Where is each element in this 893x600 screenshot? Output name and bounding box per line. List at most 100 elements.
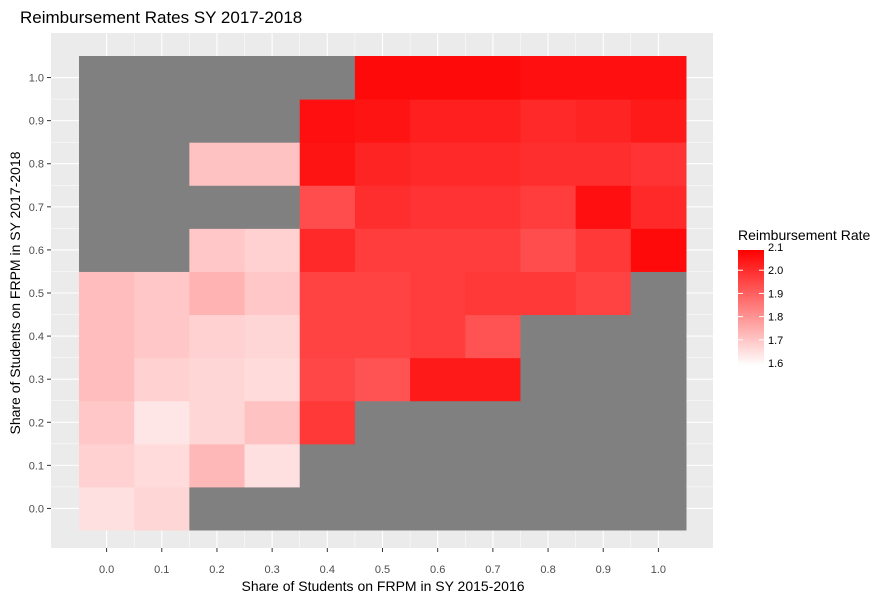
heatmap-tile — [520, 56, 577, 100]
heatmap-tile — [134, 314, 190, 359]
heatmap-tile — [630, 56, 687, 100]
x-tick-label: 0.3 — [264, 564, 279, 576]
heatmap-tile — [299, 400, 356, 445]
legend: Reimbursement Rate 2.1 2.0 1.9 1.8 1.7 1.6 — [738, 227, 870, 370]
heatmap-tile-missing — [134, 185, 190, 229]
x-axis-title: Share of Students on FRPM in SY 2015-201… — [241, 578, 524, 594]
legend-label: 1.8 — [768, 312, 783, 324]
heatmap-tile — [79, 357, 135, 402]
x-tick-label: 0.8 — [540, 564, 555, 576]
heatmap-tile — [630, 99, 687, 143]
y-tick-label: 0.4 — [29, 331, 44, 343]
heatmap-tile — [575, 185, 632, 229]
heatmap-tile-missing — [520, 314, 577, 359]
x-tick-label: 0.2 — [209, 564, 224, 576]
heatmap-tile — [244, 228, 301, 272]
heatmap-tile — [244, 142, 301, 186]
heatmap-tile-missing — [630, 443, 687, 488]
heatmap-tile — [134, 357, 190, 402]
heatmap-tile — [465, 357, 521, 402]
heatmap-tile-missing — [575, 357, 632, 402]
heatmap-tile-missing — [189, 99, 246, 143]
y-axis-ticks: 0.0 0.1 0.2 0.3 0.4 0.5 0.6 0.7 0.8 0.9 1.0 — [29, 73, 51, 515]
legend-label: 1.6 — [768, 358, 783, 370]
heatmap-tile-missing — [520, 357, 577, 402]
heatmap-tile — [630, 142, 687, 186]
heatmap-tile-missing — [189, 486, 246, 531]
heatmap-tile — [465, 314, 521, 359]
heatmap-tile — [520, 99, 577, 143]
heatmap-tile-missing — [244, 486, 301, 531]
legend-labels: 2.1 2.0 1.9 1.8 1.7 1.6 — [738, 242, 783, 370]
heatmap-tile — [410, 357, 466, 402]
legend-label: 1.7 — [768, 335, 783, 347]
heatmap-tile — [410, 314, 466, 359]
heatmap-tile — [354, 271, 411, 316]
heatmap-tile — [79, 443, 135, 488]
x-tick-label: 0.6 — [430, 564, 445, 576]
heatmap-tile — [299, 142, 356, 186]
heatmap-tile-missing — [189, 185, 246, 229]
heatmap-tile — [354, 56, 411, 100]
x-tick-label: 0.1 — [154, 564, 169, 576]
chart-title: Reimbursement Rates SY 2017-2018 — [20, 8, 302, 27]
heatmap-tile-missing — [354, 400, 411, 445]
heatmap-tile — [520, 228, 577, 272]
x-axis-ticks: 0.0 0.1 0.2 0.3 0.4 0.5 0.6 0.7 0.8 0.9 1.0 — [99, 548, 666, 576]
heatmap-tile-missing — [134, 99, 190, 143]
heatmap-tile — [465, 271, 521, 316]
heatmap-tile — [299, 185, 356, 229]
heatmap-tile — [134, 486, 190, 531]
heatmap-tile-missing — [299, 443, 356, 488]
heatmap-tile — [410, 99, 466, 143]
heatmap-tile-missing — [465, 486, 521, 531]
y-tick-label: 0.7 — [29, 202, 44, 214]
heatmap-tile-missing — [79, 142, 135, 186]
heatmap-tile — [410, 228, 466, 272]
heatmap-tiles — [79, 56, 687, 531]
heatmap-tile — [299, 99, 356, 143]
heatmap-tile-missing — [575, 486, 632, 531]
heatmap-tile — [630, 228, 687, 272]
x-tick-label: 0.7 — [485, 564, 500, 576]
heatmap-tile — [354, 357, 411, 402]
y-tick-label: 0.1 — [29, 460, 44, 472]
y-tick-label: 0.3 — [29, 374, 44, 386]
legend-label: 1.9 — [768, 288, 783, 300]
heatmap-tile — [410, 56, 466, 100]
heatmap-tile — [465, 142, 521, 186]
heatmap-tile-missing — [575, 443, 632, 488]
heatmap-tile — [79, 271, 135, 316]
heatmap-tile-missing — [520, 400, 577, 445]
heatmap-tile — [189, 271, 246, 316]
heatmap-tile-missing — [630, 314, 687, 359]
heatmap-tile-missing — [410, 486, 466, 531]
heatmap-tile — [79, 486, 135, 531]
heatmap-tile — [465, 56, 521, 100]
x-tick-label: 0.9 — [596, 564, 611, 576]
heatmap-tile-missing — [465, 443, 521, 488]
heatmap-tile — [575, 56, 632, 100]
legend-label: 2.0 — [768, 265, 783, 277]
heatmap-tile-missing — [630, 357, 687, 402]
y-tick-label: 0.0 — [29, 503, 44, 515]
heatmap-tile-missing — [79, 185, 135, 229]
heatmap-tile-missing — [410, 443, 466, 488]
heatmap-tile — [79, 400, 135, 445]
heatmap-tile-missing — [630, 400, 687, 445]
y-tick-label: 0.5 — [29, 288, 44, 300]
heatmap-tile — [189, 142, 246, 186]
x-tick-label: 0.5 — [375, 564, 390, 576]
heatmap-tile-missing — [79, 56, 135, 100]
heatmap-tile-missing — [575, 400, 632, 445]
heatmap-tile — [354, 314, 411, 359]
heatmap-tile — [189, 443, 246, 488]
heatmap-tile-missing — [465, 400, 521, 445]
heatmap-tile-missing — [244, 56, 301, 100]
legend-label: 2.1 — [768, 242, 783, 254]
heatmap-tile — [189, 400, 246, 445]
heatmap-tile-missing — [299, 56, 356, 100]
heatmap-tile — [244, 314, 301, 359]
heatmap-tile — [575, 271, 632, 316]
